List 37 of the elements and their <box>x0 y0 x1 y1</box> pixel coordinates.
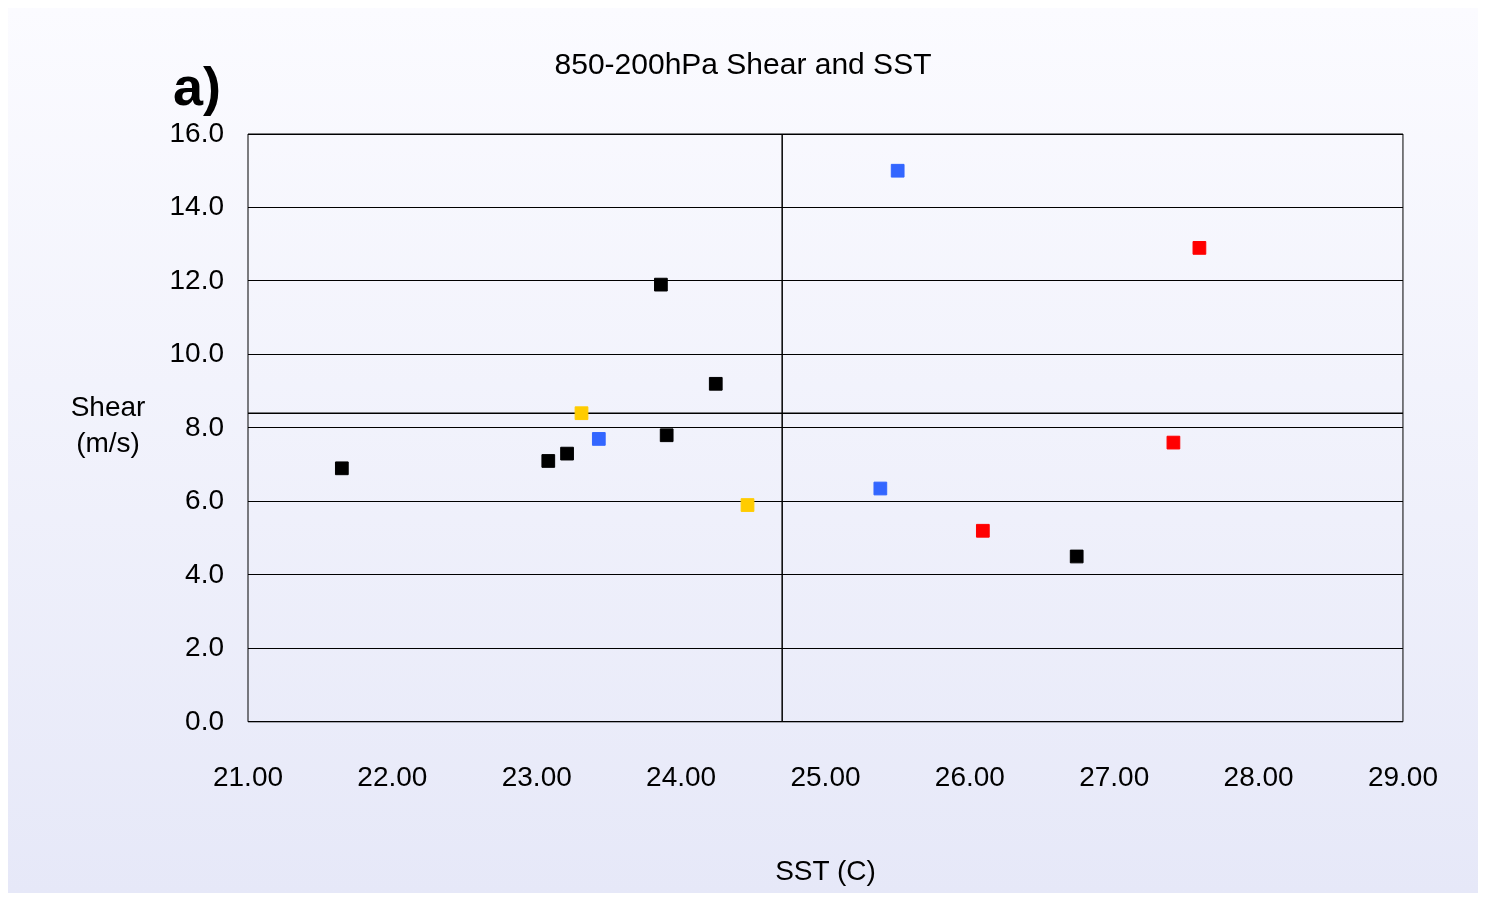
x-tick-label: 28.00 <box>1223 761 1294 793</box>
point <box>334 461 349 476</box>
point <box>654 277 668 292</box>
point <box>659 428 674 443</box>
y-tick-label: 12.0 <box>169 263 224 295</box>
x-tick-label: 22.00 <box>357 761 428 793</box>
point <box>560 446 574 461</box>
point <box>1166 435 1181 450</box>
point <box>1069 549 1084 564</box>
x-tick-label: 29.00 <box>1367 761 1438 793</box>
y-tick-label: 14.0 <box>169 190 224 222</box>
point <box>873 481 888 496</box>
point <box>890 163 905 178</box>
x-tick-label: 27.00 <box>1079 761 1150 793</box>
point <box>591 432 606 446</box>
point <box>708 376 723 391</box>
x-axis-title: SST (C) <box>775 854 876 886</box>
y-tick-label: 4.0 <box>185 557 224 589</box>
point <box>740 498 755 512</box>
x-tick-label: 23.00 <box>501 761 572 793</box>
chart-title: 850-200hPa Shear and SST <box>554 47 932 81</box>
y-axis-title: Shear (m/s) <box>70 390 146 458</box>
point <box>574 406 589 421</box>
y-tick-label: 8.0 <box>185 410 224 442</box>
y-tick-label: 2.0 <box>185 631 224 663</box>
x-tick-label: 26.00 <box>934 761 1005 793</box>
y-tick-label: 0.0 <box>185 704 224 736</box>
y-tick-label: 10.0 <box>169 337 224 369</box>
x-tick-label: 21.00 <box>212 761 284 793</box>
point <box>1192 241 1207 255</box>
y-tick-label: 6.0 <box>185 484 224 516</box>
x-tick-label: 24.00 <box>646 761 717 793</box>
text: a) <box>173 55 222 116</box>
x-tick-label: 25.00 <box>790 761 861 793</box>
point <box>975 523 990 538</box>
y-tick-label: 16.0 <box>169 116 224 148</box>
point <box>541 454 556 468</box>
